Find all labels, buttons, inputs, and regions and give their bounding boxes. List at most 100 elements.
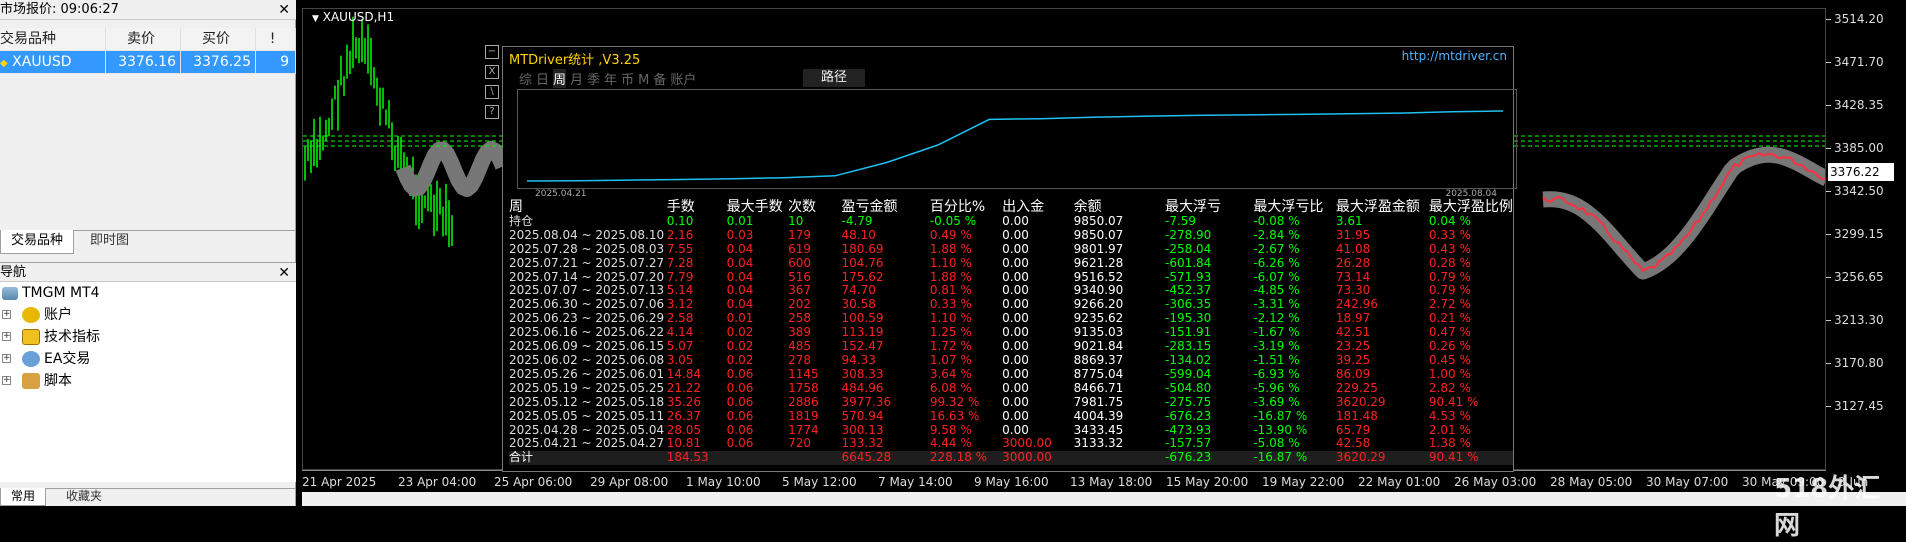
minimize-icon[interactable]: − bbox=[485, 45, 499, 59]
period-tab[interactable]: 币 bbox=[621, 73, 635, 88]
symbol-row-xauusd[interactable]: ◆ XAUUSD 3376.16 3376.25 9 bbox=[0, 51, 296, 74]
stats-cell-period: 2025.05.12 ~ 2025.05.18 bbox=[509, 394, 665, 409]
stats-cell-count: 202 bbox=[788, 297, 811, 312]
stats-cell-max_dd: -452.37 bbox=[1164, 283, 1212, 298]
stats-cell-max_fp_pct: 2.01 % bbox=[1428, 422, 1471, 437]
stats-row[interactable]: 2025.08.04 ~ 2025.08.10 2.16 0.03 179 48.10 0… bbox=[509, 227, 1513, 243]
stats-row[interactable]: 2025.04.28 ~ 2025.05.04 28.05 0.06 1774 300.… bbox=[509, 422, 1513, 438]
stats-cell-io: 0.00 bbox=[1002, 380, 1029, 395]
expand-icon[interactable]: + bbox=[2, 331, 11, 341]
stats-cell-period: 2025.05.05 ~ 2025.05.11 bbox=[509, 408, 665, 423]
stats-cell-max_dd: -134.02 bbox=[1164, 352, 1212, 367]
tab-symbols[interactable]: 交易品种 bbox=[0, 230, 75, 254]
stats-cell-pnl: 180.69 bbox=[841, 241, 884, 256]
stats-cell-count: 10 bbox=[788, 213, 804, 228]
stats-row[interactable]: 2025.06.09 ~ 2025.06.15 5.07 0.02 485 152.47… bbox=[509, 339, 1513, 354]
path-button[interactable]: 路径 bbox=[803, 69, 866, 87]
stats-cell-period: 2025.05.26 ~ 2025.06.01 bbox=[509, 366, 665, 381]
stats-row[interactable]: 持仓 0.10 0.01 10 -4.79 -0.05 % 0.00 9850.07 -7.59… bbox=[509, 213, 1513, 229]
navigator-close-icon[interactable]: ✕ bbox=[278, 265, 290, 281]
time-label: 15 May 20:00 bbox=[1166, 475, 1249, 489]
time-label: 5 May 12:00 bbox=[782, 475, 857, 489]
chart-menu-icon[interactable]: ▼ bbox=[312, 14, 319, 24]
stats-row[interactable]: 2025.06.23 ~ 2025.06.29 2.58 0.01 258 100.59… bbox=[509, 311, 1513, 326]
nav-item-expert-advisors[interactable]: + EA交易 bbox=[0, 348, 90, 370]
period-tab[interactable]: 备 bbox=[653, 73, 667, 88]
expand-icon[interactable]: + bbox=[2, 309, 11, 319]
stats-row[interactable]: 2025.07.21 ~ 2025.07.27 7.28 0.04 600 104.76… bbox=[509, 255, 1513, 271]
stats-row[interactable]: 2025.05.26 ~ 2025.06.01 14.84 0.06 1145 308.… bbox=[509, 366, 1513, 382]
navigator-tree: TMGM MT4 + 账户 + 技术指标 + EA交易 + 脚本 bbox=[0, 282, 296, 482]
left-panels: 市场报价: 09:06:27 ✕ 交易品种 卖价 买价 ! ◆ XAUUSD 3… bbox=[0, 0, 296, 506]
nav-item-indicators[interactable]: + 技术指标 bbox=[0, 326, 100, 348]
stats-row[interactable]: 2025.05.19 ~ 2025.05.25 21.22 0.06 1758 484.… bbox=[509, 380, 1513, 396]
col-spread[interactable]: ! bbox=[256, 28, 296, 50]
nav-item-accounts[interactable]: + 账户 bbox=[0, 304, 72, 326]
stats-row[interactable]: 2025.06.02 ~ 2025.06.08 3.05 0.02 278 94.33 1… bbox=[509, 352, 1513, 368]
stats-row[interactable]: 合计 184.53 6645.28 228.18 % 3000.00 -676.23 -16… bbox=[509, 450, 1513, 466]
price-label: 3471.70 bbox=[1834, 55, 1884, 69]
stats-column-header: 余额 bbox=[1073, 199, 1102, 215]
stats-cell-period: 2025.06.16 ~ 2025.06.22 bbox=[509, 325, 665, 340]
expand-icon[interactable]: + bbox=[2, 375, 11, 385]
stats-cell-max_dd: -306.35 bbox=[1164, 297, 1212, 312]
period-tab[interactable]: 季 bbox=[587, 73, 601, 88]
stats-cell-balance: 9621.28 bbox=[1073, 255, 1124, 270]
tab-tick-chart[interactable]: 即时图 bbox=[90, 233, 130, 248]
stats-cell-max_lots: 0.06 bbox=[726, 366, 754, 381]
help-icon[interactable]: ? bbox=[485, 105, 499, 119]
ma-line bbox=[395, 141, 511, 197]
col-ask[interactable]: 买价 bbox=[181, 28, 256, 50]
stats-row[interactable]: 2025.05.05 ~ 2025.05.11 26.37 0.06 1819 570.… bbox=[509, 408, 1513, 424]
stats-cell-max_dd: -195.30 bbox=[1164, 311, 1212, 326]
period-tab[interactable]: 年 bbox=[604, 73, 618, 88]
market-watch-header: 市场报价: 09:06:27 ✕ bbox=[0, 0, 296, 20]
stats-row[interactable]: 2025.07.07 ~ 2025.07.13 5.14 0.04 367 74.70 0… bbox=[509, 284, 1513, 298]
market-watch-close-icon[interactable]: ✕ bbox=[278, 2, 290, 18]
stats-row[interactable]: 2025.07.14 ~ 2025.07.20 7.79 0.04 516 175.62… bbox=[509, 269, 1513, 285]
stats-cell-pct: 9.58 % bbox=[929, 422, 972, 437]
stats-row[interactable]: 2025.05.12 ~ 2025.05.18 35.26 0.06 2886 3977… bbox=[509, 394, 1513, 410]
stats-cell-balance: 9340.90 bbox=[1073, 283, 1124, 298]
stats-cell-max_dd: -151.91 bbox=[1164, 325, 1212, 340]
price-tick bbox=[1826, 19, 1831, 20]
period-tab[interactable]: 账户 bbox=[670, 73, 697, 88]
stats-cell-period: 2025.07.28 ~ 2025.08.03 bbox=[509, 241, 665, 256]
stats-cell-lots: 3.05 bbox=[666, 352, 694, 367]
period-tab[interactable]: 日 bbox=[536, 73, 550, 88]
close-icon[interactable]: X bbox=[485, 65, 499, 79]
stats-cell-lots: 7.28 bbox=[666, 255, 694, 270]
period-tab[interactable]: 月 bbox=[570, 73, 584, 88]
period-tab[interactable]: M bbox=[638, 73, 650, 88]
tab-common[interactable]: 常用 bbox=[0, 488, 47, 506]
stats-column-header: 手数 bbox=[666, 199, 695, 215]
stats-cell-io: 0.00 bbox=[1002, 422, 1029, 437]
col-symbol[interactable]: 交易品种 bbox=[0, 28, 106, 50]
price-tick bbox=[1826, 62, 1831, 63]
stats-cell-io: 0.00 bbox=[1002, 227, 1029, 242]
col-bid[interactable]: 卖价 bbox=[106, 28, 181, 50]
stats-cell-pct: 0.33 % bbox=[929, 297, 972, 312]
period-tab[interactable]: 周 bbox=[553, 69, 567, 88]
stats-cell-pct: 0.81 % bbox=[929, 283, 972, 298]
period-tab[interactable]: 综 bbox=[519, 73, 533, 88]
stats-row[interactable]: 2025.04.21 ~ 2025.04.27 10.81 0.06 720 133.3… bbox=[509, 437, 1513, 451]
mtdriver-url-link[interactable]: http://mtdriver.cn bbox=[1401, 49, 1507, 63]
nav-item-label: 技术指标 bbox=[44, 329, 100, 345]
nav-item-scripts[interactable]: + 脚本 bbox=[0, 370, 72, 392]
stats-cell-max_fp_pct: 90.41 % bbox=[1428, 450, 1513, 466]
stats-cell-max_lots: 0.04 bbox=[726, 283, 754, 298]
stats-row[interactable]: 2025.07.28 ~ 2025.08.03 7.55 0.04 619 180.69… bbox=[509, 241, 1513, 257]
time-label: 1 May 10:00 bbox=[686, 475, 761, 489]
time-label: 30 May 07:00 bbox=[1646, 475, 1729, 489]
expand-icon[interactable]: + bbox=[2, 353, 11, 363]
tab-favorites[interactable]: 收藏夹 bbox=[66, 489, 103, 503]
stats-row[interactable]: 2025.06.30 ~ 2025.07.06 3.12 0.04 202 30.58 0… bbox=[509, 297, 1513, 312]
stats-cell-balance: 9516.52 bbox=[1073, 269, 1124, 284]
expand-icon[interactable]: \ bbox=[485, 85, 499, 99]
stats-column-header: 盈亏金额 bbox=[841, 199, 898, 215]
stats-column-header: 最大手数 bbox=[726, 199, 783, 215]
stats-cell-balance: 9850.07 bbox=[1073, 227, 1124, 242]
stats-row[interactable]: 2025.06.16 ~ 2025.06.22 4.14 0.02 389 113.19… bbox=[509, 325, 1513, 340]
nav-root[interactable]: TMGM MT4 bbox=[2, 282, 100, 304]
